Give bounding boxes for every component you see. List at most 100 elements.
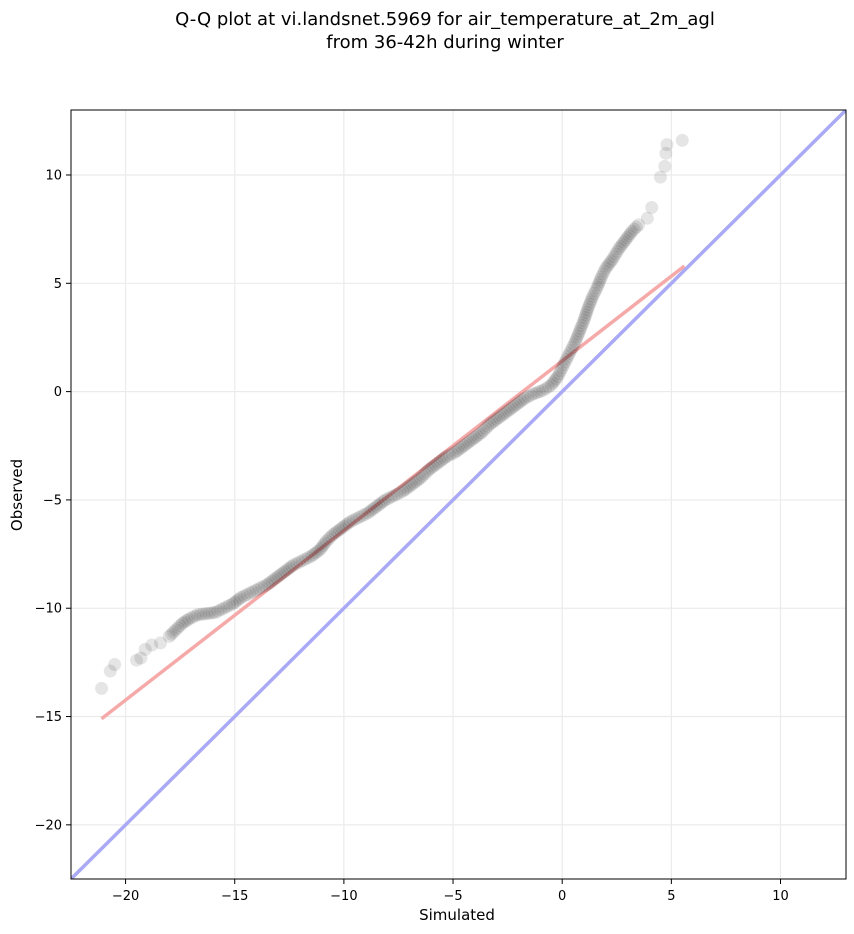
data-point [208,606,222,620]
y-tick-label: 5 [54,277,62,292]
data-point [570,329,584,343]
data-point [501,404,515,418]
data-point [422,463,436,477]
data-point [541,380,555,394]
data-point [230,594,244,608]
data-point [582,297,596,311]
data-point [226,597,240,611]
data-point [578,311,592,325]
data-point [355,509,369,523]
data-point [249,583,263,597]
data-point [505,401,519,415]
data-point [569,332,583,346]
x-tick-label: −5 [443,889,462,904]
data-point [103,664,117,678]
data-point [409,475,423,489]
data-points [95,133,689,695]
data-point [488,414,502,428]
data-point [459,437,473,451]
data-point [343,515,357,529]
data-point [223,598,237,612]
data-point [558,355,572,369]
data-point [600,259,614,273]
data-point [609,247,623,261]
data-point [574,321,588,335]
data-point [507,399,521,413]
data-point [620,231,634,245]
chart-title-line-2: from 36-42h during winter [326,32,564,53]
data-point [134,651,148,665]
data-point [295,554,309,568]
data-point [280,563,294,577]
data-point [205,606,219,620]
data-point [544,378,558,392]
data-point [258,579,272,593]
data-point [479,421,493,435]
data-point [572,327,586,341]
data-point [292,555,306,569]
data-point [191,608,205,622]
grid [71,110,846,879]
data-point [557,358,571,372]
y-tick-label: 10 [45,168,62,183]
data-point [587,286,601,300]
data-point [496,407,510,421]
data-point [577,313,591,327]
data-point [358,507,372,521]
data-point [590,281,604,295]
data-point [411,473,425,487]
data-point [255,580,269,594]
data-point [182,612,196,626]
x-tick-label: 5 [667,889,675,904]
data-point [306,548,320,562]
data-point [604,255,618,269]
data-point [396,484,410,498]
data-point [433,454,447,468]
data-point [464,434,478,448]
data-point [627,222,641,236]
data-point [199,607,213,621]
data-point [612,242,626,256]
data-point [640,211,654,225]
data-point [263,576,277,590]
data-point [154,636,168,650]
identity-line [71,110,846,879]
chart-title-line-1: Q-Q plot at vi.landsnet.5969 for air_tem… [175,9,715,30]
data-point [437,451,451,465]
data-point [361,506,375,520]
data-point [398,483,412,497]
data-point [565,341,579,355]
data-point [468,431,482,445]
data-point [274,568,288,582]
data-point [591,278,605,292]
data-point [584,295,598,309]
data-point [426,459,440,473]
data-point [290,556,304,570]
data-point [145,638,159,652]
data-point [365,503,379,517]
data-point [413,471,427,485]
data-point [324,530,338,544]
data-point [167,625,181,639]
data-point [466,432,480,446]
data-point [548,374,562,388]
data-point [240,588,254,602]
data-point [346,513,360,527]
data-point [370,499,384,513]
data-point [304,549,318,563]
data-point [276,566,290,580]
data-point [95,681,109,695]
data-point [326,528,340,542]
data-point [228,595,242,609]
data-point [402,479,416,493]
data-point [605,252,619,266]
data-point [387,489,401,503]
data-point [453,442,467,456]
fit-line [100,264,686,721]
data-point [659,146,673,160]
data-point [330,524,344,538]
data-point [301,551,315,565]
data-point [521,390,535,404]
data-point [407,476,421,490]
data-point [243,586,257,600]
